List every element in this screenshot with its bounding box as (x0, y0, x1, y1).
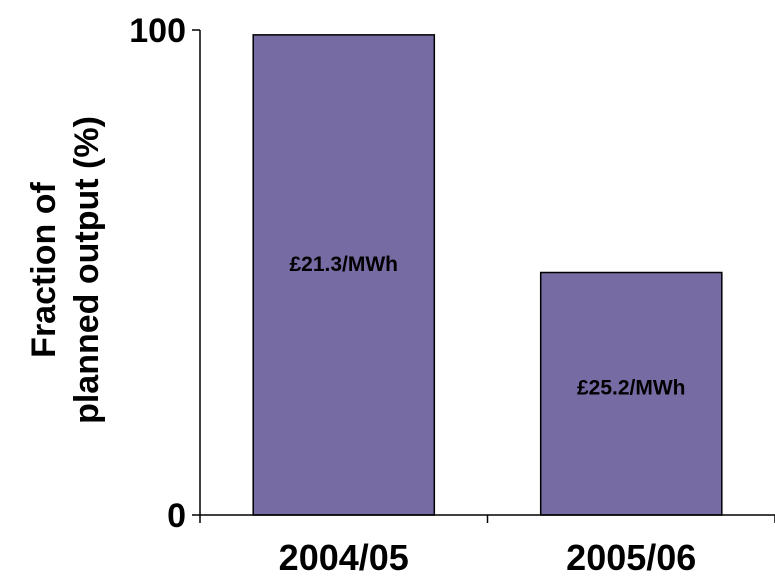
y-axis-label-line-2: planned output (%) (68, 116, 106, 424)
data-label-2004-05: £21.3/MWh (289, 253, 398, 276)
y-axis-label: Fraction of planned output (%) (25, 116, 106, 424)
labels-group: £21.3/MWh 2004/05 £25.2/MWh 2005/06 0 100 (129, 12, 696, 578)
bars-group (252, 34, 723, 516)
x-tick-label-2005-06: 2005/06 (566, 537, 696, 578)
y-tick-label-0: 0 (167, 497, 186, 535)
x-tick-label-2004-05: 2004/05 (279, 537, 409, 578)
y-tick-label-100: 100 (129, 12, 186, 50)
bar-2005-06 (539, 271, 723, 516)
axes-group (192, 29, 775, 523)
data-label-2005-06: £25.2/MWh (577, 376, 686, 399)
bar-2004-05 (252, 34, 436, 516)
y-axis-label-line-1: Fraction of (25, 181, 63, 357)
